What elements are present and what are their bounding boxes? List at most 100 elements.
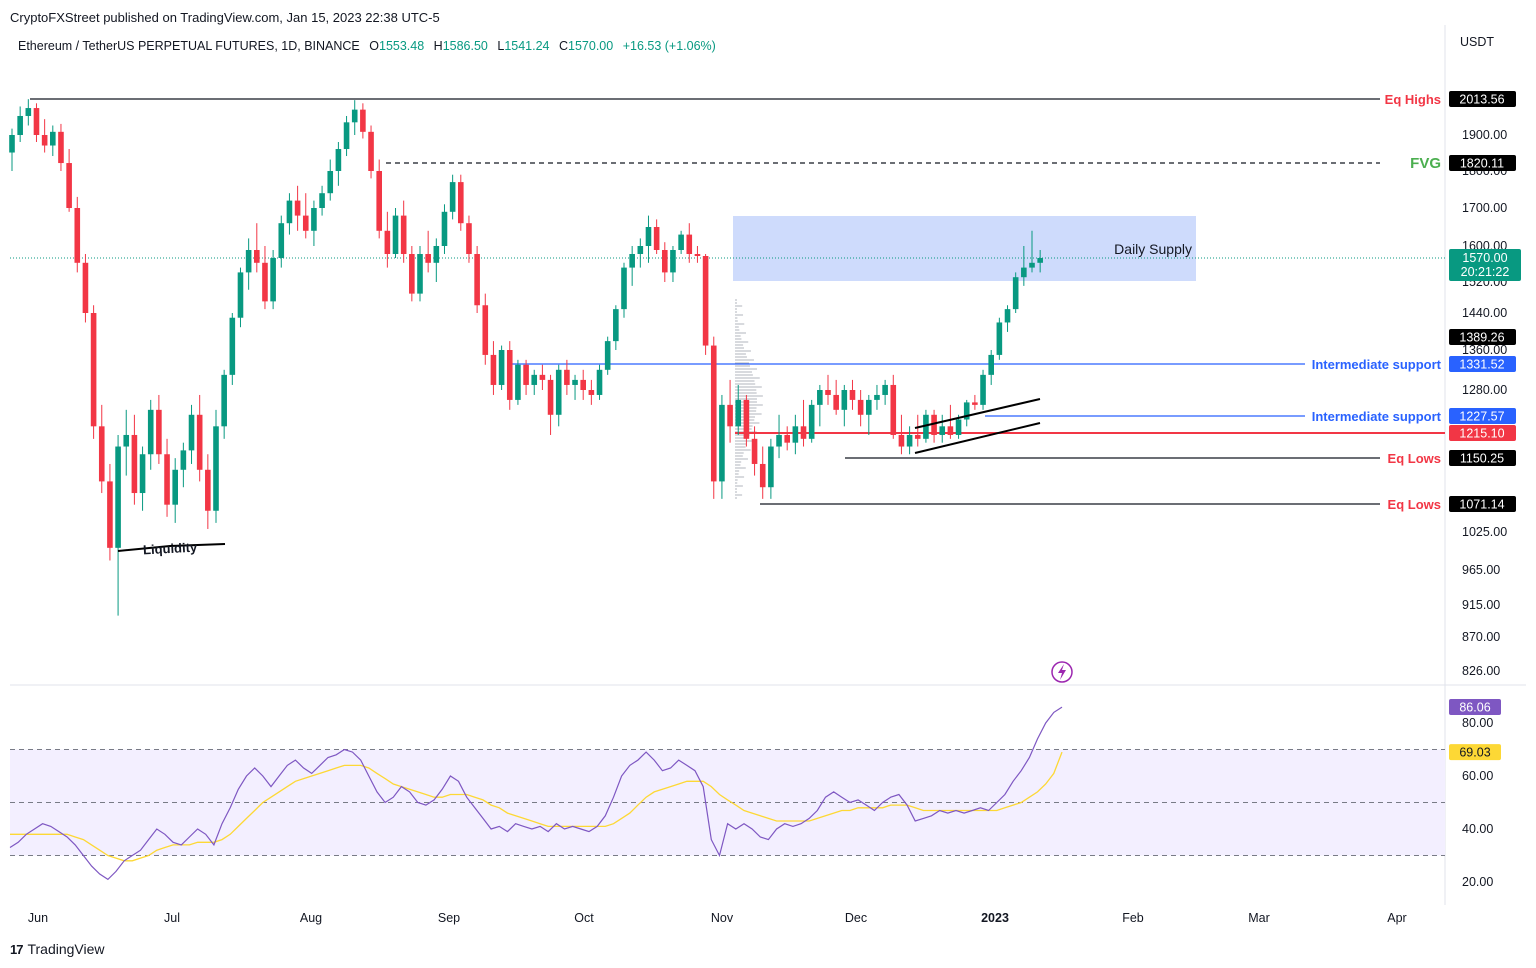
candle-body	[776, 434, 782, 447]
candle-body	[466, 223, 472, 254]
candle-body	[376, 171, 382, 231]
price-tick-label: 915.00	[1462, 598, 1500, 612]
candle-body	[343, 122, 350, 150]
candle-body	[335, 149, 342, 171]
candle-body	[221, 374, 227, 427]
candle-body	[743, 399, 750, 439]
candle-body	[82, 262, 89, 313]
change-value: +16.53 (+1.06%)	[622, 39, 716, 53]
price-tick-label: 1900.00	[1462, 128, 1507, 142]
rsi-band	[10, 749, 1445, 856]
time-tick-label: Apr	[1387, 911, 1406, 925]
publisher-line: CryptoFXStreet published on TradingView.…	[10, 10, 440, 25]
liquidity-line	[117, 543, 226, 552]
rsi-value-tag-bg	[1449, 698, 1501, 715]
candle-body	[580, 379, 586, 390]
channel-lower-line	[914, 422, 1041, 454]
candle-body	[409, 254, 415, 294]
liquidity-label: Liquidity	[143, 540, 199, 558]
channel-upper-line	[914, 398, 1041, 429]
candle-body	[817, 390, 823, 405]
candle-body	[433, 246, 440, 263]
candle-body	[694, 254, 701, 256]
tradingview-footer[interactable]: 17 TradingView	[10, 941, 105, 957]
candle-body	[955, 419, 962, 435]
candle-body	[400, 215, 407, 254]
candle-body	[653, 227, 660, 250]
candle-body	[702, 256, 709, 346]
candle-body	[825, 390, 831, 395]
rsi-signal-tag-bg	[1449, 744, 1501, 761]
price-tags: 2013.56 1820.11 1389.26 1331.52 1227.57 1215.…	[1449, 91, 1521, 512]
candle-body	[572, 379, 578, 385]
candle-body	[286, 200, 293, 224]
level-label: Intermediate support	[1312, 409, 1442, 424]
candle-body	[66, 163, 72, 208]
candle-body	[327, 171, 334, 194]
candle-body	[547, 379, 554, 415]
candle-body	[523, 364, 529, 385]
candle-body	[50, 131, 56, 146]
candle-body	[939, 426, 946, 435]
candle-body	[874, 394, 880, 400]
rsi-tick-label: 80.00	[1462, 716, 1493, 730]
level-price-tag-bg	[1449, 329, 1516, 345]
candle-body	[539, 374, 546, 380]
supply-zone-box	[733, 216, 1196, 281]
level-price-tag: 1071.14	[1459, 498, 1504, 512]
candle-body	[1037, 258, 1043, 263]
candle-body	[147, 409, 154, 455]
high-value: 1586.50	[442, 39, 488, 53]
rsi-signal-tag: 69.03	[1459, 746, 1490, 760]
trendline-drawings: Liquidity	[117, 398, 1041, 558]
candle-body	[686, 234, 693, 254]
candle-body	[637, 246, 644, 254]
level-label: Intermediate support	[1312, 357, 1442, 372]
candle-body	[278, 223, 285, 258]
price-axis[interactable]: 1900.001800.001700.001600.001520.001440.…	[1462, 128, 1507, 678]
time-tick-label: Sep	[438, 911, 460, 925]
level-price-tag-bg	[1449, 155, 1516, 171]
level-price-tag-bg	[1449, 91, 1516, 107]
level-price-tag: 1215.10	[1459, 427, 1504, 441]
volume-profile	[735, 299, 763, 499]
candle-body	[164, 454, 170, 505]
level-price-tag-bg	[1449, 450, 1516, 466]
candle-body	[1029, 262, 1035, 268]
candle-body	[849, 390, 856, 400]
candle-body	[710, 345, 717, 482]
candle-body	[1012, 277, 1019, 310]
candle-body	[294, 200, 301, 216]
supply-zone: Daily Supply	[733, 216, 1196, 281]
candle-body	[98, 426, 105, 482]
candle-body	[229, 317, 236, 375]
last-price-tag-bg	[1449, 249, 1521, 281]
level-price-tag: 1227.57	[1459, 410, 1504, 424]
time-tick-label: Mar	[1248, 911, 1270, 925]
symbol-title: Ethereum / TetherUS PERPETUAL FUTURES, 1…	[18, 39, 360, 53]
level-label: Eq Highs	[1385, 92, 1441, 107]
alert-icon[interactable]	[1051, 661, 1073, 683]
rsi-pane[interactable]: 80.00 60.00 40.00 20.00 86.06 69.03	[9, 698, 1501, 889]
candle-body	[678, 234, 684, 250]
candle-body	[41, 135, 48, 146]
candle-body	[515, 364, 521, 400]
candle-body	[841, 390, 848, 410]
rsi-signal-line	[10, 751, 1063, 862]
symbol-legend[interactable]: Ethereum / TetherUS PERPETUAL FUTURES, 1…	[18, 39, 716, 53]
candle-body	[262, 262, 268, 302]
level-price-tag-bg	[1449, 408, 1516, 424]
candle-body	[205, 469, 211, 511]
candle-body	[588, 390, 595, 395]
candle-body	[9, 135, 15, 153]
time-tick-label: Oct	[574, 911, 594, 925]
candle-body	[58, 131, 64, 164]
level-price-tag: 1820.11	[1460, 157, 1504, 171]
candle-body	[792, 426, 799, 443]
price-tick-label: 826.00	[1462, 664, 1500, 678]
high-label: H	[433, 39, 443, 53]
candle-body	[506, 350, 513, 400]
level-price-tag: 2013.56	[1459, 93, 1504, 107]
time-axis[interactable]: Jun Jul Aug Sep Oct Nov Dec 2023 Feb Mar Apr	[28, 911, 1407, 925]
